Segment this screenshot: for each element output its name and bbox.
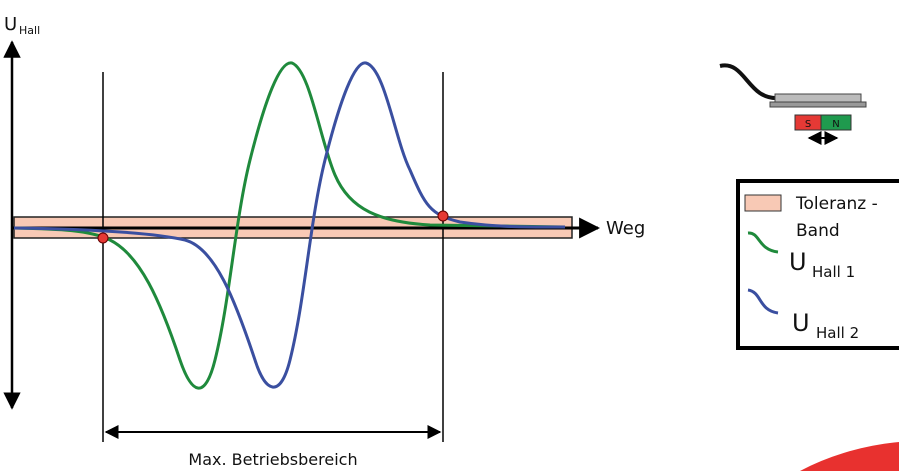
y-axis-label-sub: Hall — [19, 24, 40, 37]
legend-label: Hall 1 — [812, 263, 855, 281]
magnet-south-label: S — [805, 119, 811, 130]
boundary-point — [437, 210, 449, 222]
corner-decoration — [800, 442, 899, 471]
sensor-cable — [719, 63, 779, 101]
legend-hall-2-swatch — [747, 288, 779, 315]
sensor-body — [774, 93, 862, 103]
legend-symbol: U — [792, 309, 810, 337]
legend-box — [736, 179, 899, 350]
curve-hall-2 — [13, 61, 566, 389]
legend-band-label: Band — [796, 221, 840, 241]
boundary-point — [97, 232, 109, 244]
x-axis-label: Weg — [606, 218, 645, 239]
legend-band-swatch — [744, 194, 782, 212]
legend-band-label: Toleranz - — [795, 194, 878, 214]
magnet-north-label: N — [832, 119, 839, 130]
legend-hall-1-swatch — [747, 231, 779, 254]
curve-hall-1 — [13, 61, 566, 390]
y-axis-label: U — [4, 14, 17, 35]
magnet-north — [820, 114, 852, 131]
legend-label: Hall 2 — [816, 324, 859, 342]
range-label: Max. Betriebsbereich — [188, 450, 357, 469]
sensor-body — [769, 101, 867, 108]
legend-symbol: U — [789, 248, 807, 276]
